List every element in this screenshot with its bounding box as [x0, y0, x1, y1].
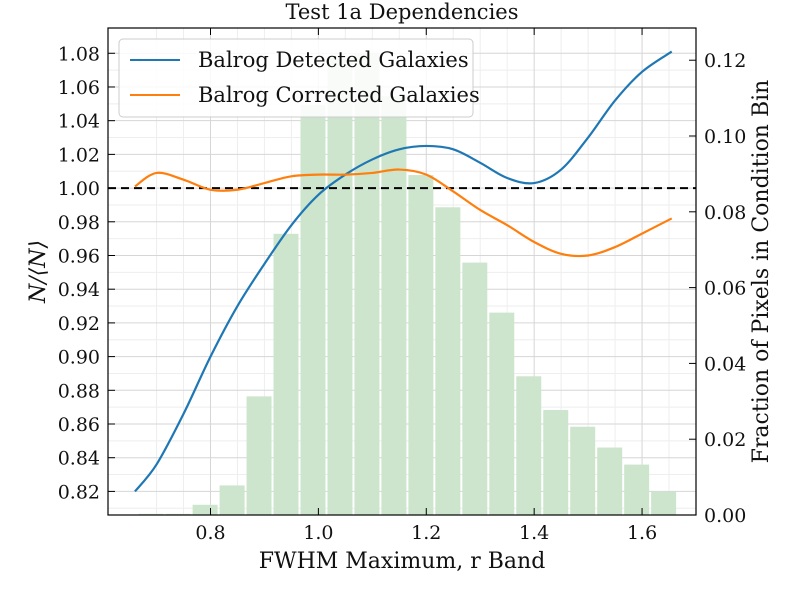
histogram-bar: [300, 104, 326, 515]
y-tick-label: 0.96: [58, 245, 100, 267]
series-line-corrected: [134, 168, 673, 258]
y-tick-label: 1.04: [58, 111, 100, 133]
histogram-bar: [570, 426, 596, 515]
histogram-bar: [597, 447, 623, 515]
x-tick-label: 1.6: [627, 522, 657, 544]
y2-tick-label: 0.08: [704, 202, 746, 224]
histogram-bar: [435, 207, 461, 515]
x-axis-label: FWHM Maximum, r Band: [259, 549, 546, 574]
series-line-detected: [134, 50, 673, 493]
axis-ticks: 0.8 1.0 1.2 1.4 1.6 0.82 0.84 0.86 0.88 0.90 0.92 0…: [58, 28, 746, 544]
x-tick-label: 0.8: [195, 522, 225, 544]
y-tick-label: 0.98: [58, 212, 100, 234]
y-tick-label: 1.02: [58, 144, 100, 166]
x-tick-label: 1.2: [411, 522, 441, 544]
y-tick-label: 0.84: [58, 448, 100, 470]
histogram-bar: [462, 262, 488, 515]
y2-tick-label: 0.12: [704, 50, 746, 72]
y-tick-label: 0.86: [58, 414, 100, 436]
y-tick-label: 1.00: [58, 178, 100, 200]
y2-tick-label: 0.02: [704, 429, 746, 451]
histogram-bar: [408, 175, 434, 515]
legend-box: [118, 38, 474, 118]
histogram-bar: [516, 376, 542, 515]
histogram-bars: [138, 53, 677, 516]
y2-axis-label: Fraction of Pixels in Condition Bin: [749, 80, 774, 464]
y-tick-label: 0.88: [58, 380, 100, 402]
histogram-bar: [543, 410, 569, 515]
histogram-bar: [381, 96, 407, 515]
histogram-bar: [624, 464, 650, 515]
y-tick-label: 1.06: [58, 77, 100, 99]
x-tick-label: 1.0: [303, 522, 333, 544]
histogram-bar: [354, 53, 380, 516]
x-tick-label: 1.4: [519, 522, 549, 544]
histogram-bar: [651, 491, 677, 515]
y2-tick-label: 0.00: [704, 505, 746, 527]
histogram-bar: [246, 396, 272, 515]
histogram-bar: [327, 58, 353, 516]
y-tick-label: 0.92: [58, 313, 100, 335]
y-tick-label: 0.90: [58, 347, 100, 369]
y-axis-label: N/⟨N⟩: [26, 240, 51, 304]
y2-tick-label: 0.10: [704, 126, 746, 148]
legend-label-detected: Balrog Detected Galaxies: [198, 48, 469, 72]
plot-frame: [107, 27, 697, 516]
y-tick-label: 0.82: [58, 481, 100, 503]
histogram-bar: [489, 312, 515, 515]
histogram-bar: [192, 504, 218, 515]
y-tick-label: 1.08: [58, 43, 100, 65]
y-tick-label: 0.94: [58, 279, 100, 301]
series-lines: [134, 50, 673, 493]
histogram-bar: [219, 485, 245, 515]
y2-tick-label: 0.06: [704, 278, 746, 300]
y2-tick-label: 0.04: [704, 353, 746, 375]
histogram-bar: [273, 233, 299, 516]
legend-label-corrected: Balrog Corrected Galaxies: [198, 83, 480, 107]
chart-title: Test 1a Dependencies: [286, 0, 519, 24]
legend: Balrog Detected Galaxies Balrog Correcte…: [118, 38, 480, 118]
